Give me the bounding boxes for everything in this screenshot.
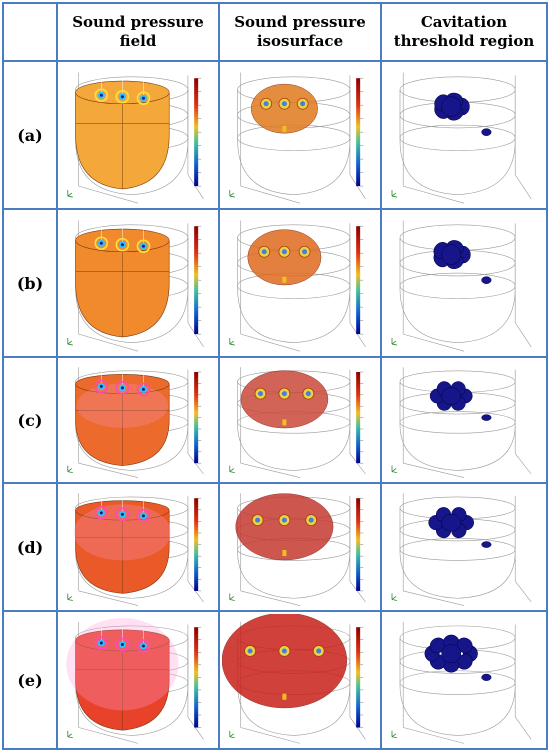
row-label-d: (d): [16, 537, 44, 557]
header-field: Sound pressure field: [72, 13, 204, 50]
row-label-b: (b): [16, 273, 44, 293]
field-image-e: [60, 614, 216, 746]
isosurface-image-a: [222, 64, 378, 206]
isosurface-image-d: [222, 486, 378, 608]
header-isosurface: Sound pressure isosurface: [234, 13, 366, 50]
isosurface-render-d: [229, 493, 366, 606]
cavitation-render-d: [391, 493, 532, 606]
field-render-a: [67, 72, 204, 204]
cavitation-image-c: [384, 360, 544, 480]
row-label-a: (a): [17, 125, 43, 145]
row-label-c: (c): [17, 410, 43, 430]
isosurface-render-b: [229, 220, 366, 352]
field-render-d: [67, 493, 204, 606]
field-image-c: [60, 360, 216, 480]
isosurface-image-c: [222, 360, 378, 480]
cavitation-render-c: [391, 367, 532, 478]
cavitation-render-e: [391, 621, 532, 744]
cavitation-render-b: [391, 220, 532, 352]
field-image-a: [60, 64, 216, 206]
cavitation-image-a: [384, 64, 544, 206]
isosurface-render-c: [229, 367, 366, 478]
cavitation-image-b: [384, 212, 544, 354]
isosurface-image-e: [222, 614, 378, 746]
field-render-c: [67, 367, 204, 478]
isosurface-render-e: [222, 614, 366, 744]
cavitation-image-d: [384, 486, 544, 608]
isosurface-image-b: [222, 212, 378, 354]
field-image-b: [60, 212, 216, 354]
cavitation-image-e: [384, 614, 544, 746]
field-render-e: [66, 617, 204, 744]
row-label-e: (e): [17, 670, 43, 690]
field-render-b: [67, 220, 204, 352]
field-image-d: [60, 486, 216, 608]
cavitation-render-a: [391, 72, 532, 204]
header-cavitation: Cavitation threshold region: [393, 13, 535, 50]
isosurface-render-a: [229, 72, 366, 204]
